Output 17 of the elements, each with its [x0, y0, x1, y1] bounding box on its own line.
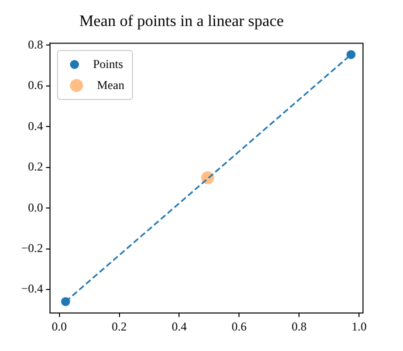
- x-tick-label: 1.0: [352, 319, 367, 334]
- y-tick-label: −0.4: [21, 282, 43, 296]
- y-tick-label: 0.8: [28, 37, 43, 52]
- x-tick-label: 0.8: [292, 319, 307, 334]
- x-tick-label: 0.4: [172, 319, 187, 334]
- y-tick-label: −0.2: [21, 241, 43, 256]
- point: [346, 50, 356, 60]
- y-tick-label: 0.2: [28, 160, 43, 174]
- x-tick-label: 0.6: [232, 319, 247, 334]
- x-tick-label: 0.0: [52, 319, 67, 334]
- y-tick-label: 0.6: [28, 78, 43, 92]
- x-tick-label: 0.2: [112, 319, 127, 334]
- legend-label: Points: [93, 56, 124, 73]
- y-tick-label: 0.4: [28, 118, 43, 133]
- y-tick-label: 0.0: [28, 200, 43, 214]
- legend-label: Mean: [97, 77, 124, 94]
- chart-title: Mean of points in a linear space: [79, 12, 284, 30]
